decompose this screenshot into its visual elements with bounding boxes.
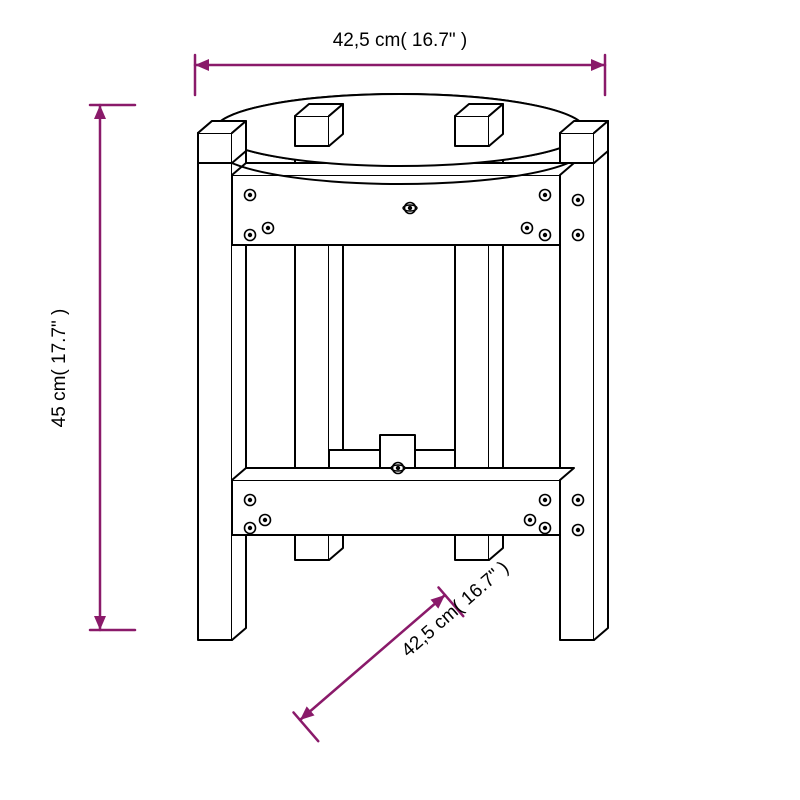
- stool-drawing: [0, 0, 800, 800]
- diagram-canvas: 42,5 cm( 16.7" ) 45 cm( 17.7" ) 42,5 cm(…: [0, 0, 800, 800]
- dim-height-label: 45 cm( 17.7" ): [49, 309, 71, 428]
- dim-width-label: 42,5 cm( 16.7" ): [333, 30, 468, 52]
